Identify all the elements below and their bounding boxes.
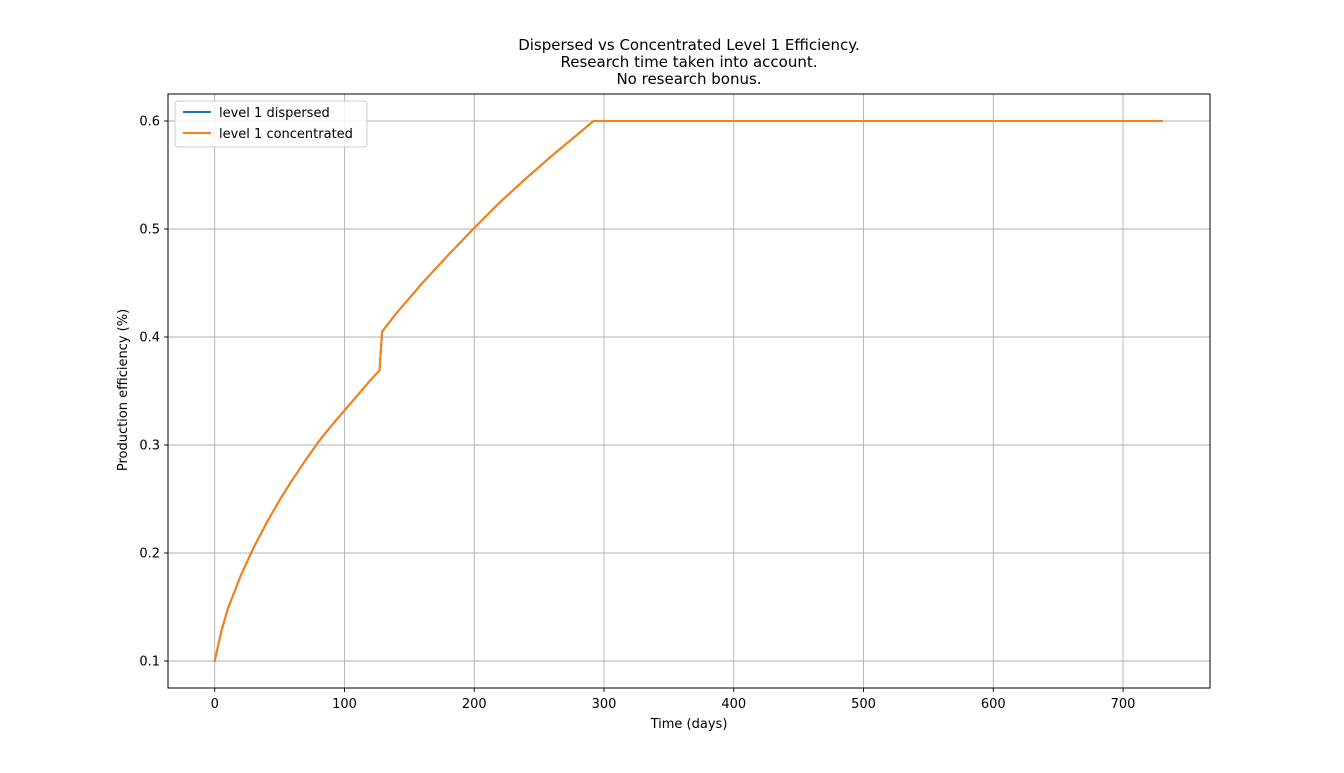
x-tick-label: 700 — [1111, 697, 1136, 712]
x-tick-label: 400 — [721, 697, 746, 712]
legend-entry-label: level 1 concentrated — [219, 127, 353, 142]
y-tick-label: 0.1 — [139, 655, 160, 670]
series-line-concentrated — [213, 120, 1163, 663]
x-tick-label: 0 — [211, 697, 219, 712]
y-tick-label: 0.6 — [139, 115, 160, 130]
chart-title-line-2: Research time taken into account. — [561, 53, 818, 71]
x-tick-label: 300 — [592, 697, 617, 712]
x-axis-ticks: 0 100 200 300 400 500 600 700 — [211, 688, 1136, 712]
y-tick-label: 0.5 — [139, 223, 160, 238]
legend-entry-label: level 1 dispersed — [219, 106, 330, 121]
grid-lines — [168, 94, 1210, 688]
y-axis-ticks: 0.1 0.2 0.3 0.4 0.5 0.6 — [139, 115, 168, 670]
y-tick-label: 0.3 — [139, 439, 160, 454]
x-axis-label: Time (days) — [650, 717, 728, 732]
y-tick-label: 0.2 — [139, 547, 160, 562]
chart-title-line-1: Dispersed vs Concentrated Level 1 Effici… — [518, 36, 860, 54]
plot-area-frame — [167, 93, 1211, 689]
x-tick-label: 200 — [462, 697, 487, 712]
chart-title-line-3: No research bonus. — [616, 70, 761, 88]
x-tick-label: 600 — [981, 697, 1006, 712]
legend-box — [174, 100, 368, 148]
series-line-dispersed — [213, 120, 1163, 663]
series-lines — [213, 120, 1163, 663]
y-axis-label: Production efficiency (%) — [116, 309, 131, 471]
x-tick-label: 100 — [332, 697, 357, 712]
legend: level 1 dispersed level 1 concentrated — [174, 100, 368, 148]
chart-title: Dispersed vs Concentrated Level 1 Effici… — [518, 36, 860, 88]
x-tick-label: 500 — [851, 697, 876, 712]
y-tick-label: 0.4 — [139, 331, 160, 346]
